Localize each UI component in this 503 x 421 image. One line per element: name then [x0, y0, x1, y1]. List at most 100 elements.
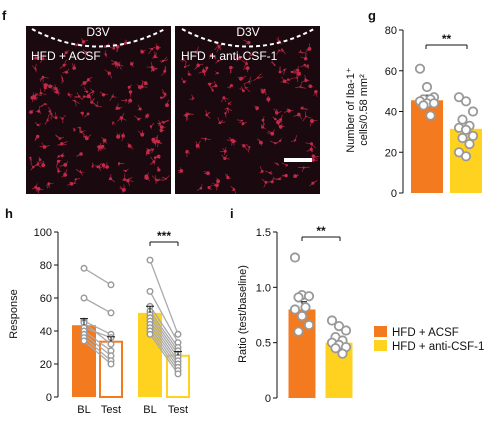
cell-process	[156, 166, 160, 171]
cell-process	[180, 167, 182, 171]
microglia-cell	[47, 106, 52, 113]
cell-process	[273, 108, 277, 114]
microglia-cell	[104, 43, 110, 48]
cell-process	[228, 103, 232, 105]
cell-process	[146, 113, 150, 117]
cell-process	[261, 124, 263, 128]
microglia-cell	[127, 84, 132, 90]
cell-process	[315, 91, 318, 97]
microglia-cell	[196, 184, 203, 191]
microglia-cell	[210, 80, 218, 89]
cell-process	[81, 38, 84, 42]
cell-process	[269, 172, 272, 175]
cell-process	[88, 76, 93, 80]
microglia-cell	[295, 83, 306, 89]
microglia-cell	[280, 48, 286, 55]
cell-process	[187, 73, 190, 75]
microglia-cell	[207, 82, 214, 87]
cell-process	[156, 141, 159, 148]
cell-process	[223, 97, 229, 100]
cell-process	[154, 52, 157, 57]
data-point	[107, 340, 115, 348]
cell-process	[32, 96, 38, 99]
cell-process	[145, 152, 149, 156]
cell-process	[300, 80, 307, 83]
cell-process	[41, 142, 45, 148]
microglia-cell	[270, 60, 276, 66]
cell-process	[231, 189, 235, 192]
microglia-cell	[101, 137, 107, 144]
microglia-cell	[309, 119, 318, 127]
cell-process	[42, 53, 45, 59]
y-axis-label-line: cells/0.58 mm²	[358, 74, 370, 146]
cell-process	[60, 75, 63, 79]
paired-line	[149, 314, 179, 355]
cell-process	[72, 99, 75, 102]
cell-process	[112, 93, 114, 97]
y-axis-label: Response	[8, 289, 20, 339]
ventricle-outline	[31, 28, 166, 48]
cell-process	[116, 133, 119, 137]
cell-process	[211, 54, 217, 60]
cell-process	[221, 154, 226, 159]
microglia-cell	[34, 134, 40, 142]
cell-process	[299, 83, 303, 88]
cell-process	[146, 176, 151, 182]
microglia-cell	[92, 101, 102, 108]
cell-process	[56, 166, 59, 172]
cell-process	[36, 94, 42, 96]
cell-process	[112, 96, 117, 98]
cell-process	[207, 82, 210, 85]
cell-process	[310, 149, 314, 152]
data-point	[300, 302, 311, 313]
data-point	[428, 98, 440, 109]
microglia-cell	[157, 120, 163, 129]
microglia-cell	[81, 38, 89, 46]
cell-process	[115, 107, 120, 111]
cell-process	[61, 174, 66, 178]
microglia-cell	[224, 107, 233, 114]
cell-process	[161, 88, 166, 95]
microglia-cell	[220, 147, 227, 156]
microglia-cell	[144, 113, 150, 119]
data-point	[107, 281, 115, 289]
paired-line	[83, 267, 112, 286]
microglia-cell	[259, 166, 264, 174]
cell-process	[84, 79, 89, 85]
cell-process	[208, 187, 212, 191]
cell-process	[47, 115, 50, 121]
microglia-cell	[83, 86, 89, 94]
cell-process	[245, 87, 251, 93]
microglia-cell	[60, 75, 65, 84]
cell-process	[102, 146, 106, 150]
cell-process	[91, 97, 95, 103]
microglia-cell	[269, 176, 275, 184]
cell-process	[274, 162, 278, 165]
cell-process	[289, 109, 294, 112]
cell-process	[121, 117, 127, 121]
microglia-cell	[75, 169, 85, 176]
cell-process	[117, 117, 122, 122]
microglia-cell	[283, 108, 294, 113]
cell-process	[236, 57, 240, 62]
cell-process	[157, 179, 164, 181]
paired-line	[83, 322, 112, 345]
microglia-cell	[127, 98, 133, 105]
cell-process	[85, 52, 87, 58]
microglia-cell	[155, 43, 161, 51]
region-label: D3V	[236, 25, 259, 39]
microglia-cell	[51, 84, 58, 91]
cell-process	[243, 83, 246, 89]
microglia-cell	[274, 162, 280, 166]
cell-process	[38, 111, 42, 115]
cell-process	[200, 184, 203, 189]
microglia-cell	[41, 160, 46, 168]
cell-process	[180, 58, 184, 61]
microglia-cell	[298, 166, 310, 172]
microglia-cell	[243, 39, 251, 45]
microglia-cell	[74, 92, 83, 100]
cell-process	[193, 51, 197, 53]
paired-line	[149, 320, 179, 362]
cell-process	[281, 162, 287, 166]
cell-process	[47, 113, 52, 116]
